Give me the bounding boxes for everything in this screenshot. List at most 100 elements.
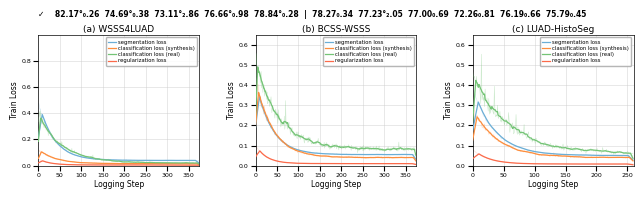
segmentation loss [74,155,82,157]
classification loss (synthesis) [252,125,259,127]
regularization loss [406,162,414,165]
regularization loss [622,163,630,165]
Title: (c) LUAD-HistoSeg: (c) LUAD-HistoSeg [512,25,595,34]
segmentation loss [537,151,545,154]
regularization loss [629,164,637,166]
segmentation loss [255,95,263,98]
regularization loss [469,158,477,160]
Line: segmentation loss: segmentation loss [473,102,633,160]
segmentation loss [86,157,94,160]
classification loss (synthesis) [74,161,82,164]
classification loss (synthesis) [489,134,497,137]
regularization loss [537,163,545,165]
classification loss (synthesis) [115,162,123,165]
classification loss (synthesis) [629,160,637,162]
classification loss (synthesis) [622,156,630,159]
Line: regularization loss: regularization loss [473,154,633,165]
regularization loss [35,162,42,164]
regularization loss [307,162,315,165]
Line: classification loss (real): classification loss (real) [473,80,633,158]
segmentation loss [348,153,356,156]
classification loss (real) [489,107,497,109]
Text: ✓    82.17°₀.26  74.69°₀.38  73.11°₂.86  76.66°₀.98  78.84°₀.28  |  78.27₀.34  7: ✓ 82.17°₀.26 74.69°₀.38 73.11°₂.86 76.66… [38,10,587,19]
classification loss (synthesis) [90,162,97,164]
classification loss (real) [35,140,42,143]
classification loss (synthesis) [473,116,481,118]
classification loss (synthesis) [131,162,139,165]
Legend: segmentation loss, classification loss (synthesis), classification loss (real), : segmentation loss, classification loss (… [323,37,414,66]
classification loss (synthesis) [35,157,42,160]
Line: regularization loss: regularization loss [38,161,199,165]
classification loss (synthesis) [195,163,203,166]
segmentation loss [469,129,477,132]
Y-axis label: Train Loss: Train Loss [444,81,453,119]
X-axis label: Logging Step: Logging Step [528,180,579,189]
classification loss (real) [406,148,414,150]
classification loss (synthesis) [406,156,414,159]
regularization loss [115,164,123,166]
segmentation loss [90,158,97,160]
regularization loss [86,164,94,166]
regularization loss [292,162,300,164]
X-axis label: Logging Step: Logging Step [311,180,361,189]
classification loss (synthesis) [189,162,196,165]
segmentation loss [303,151,311,153]
classification loss (synthesis) [86,162,94,164]
regularization loss [252,156,259,158]
classification loss (real) [303,138,311,141]
segmentation loss [536,151,544,154]
regularization loss [599,163,607,165]
segmentation loss [474,101,482,103]
classification loss (real) [332,145,340,147]
Line: regularization loss: regularization loss [255,151,416,165]
classification loss (synthesis) [332,156,340,158]
Title: (a) WSSS4LUAD: (a) WSSS4LUAD [83,25,154,34]
classification loss (real) [90,157,97,159]
segmentation loss [629,159,637,161]
segmentation loss [195,162,203,164]
segmentation loss [622,154,630,157]
classification loss (real) [492,110,500,113]
regularization loss [348,162,356,165]
segmentation loss [35,136,42,139]
classification loss (real) [629,157,637,160]
Line: classification loss (synthesis): classification loss (synthesis) [38,152,199,164]
segmentation loss [406,153,414,156]
classification loss (real) [307,140,315,142]
regularization loss [412,163,420,166]
regularization loss [131,164,139,166]
segmentation loss [599,154,607,157]
Legend: segmentation loss, classification loss (synthesis), classification loss (real), : segmentation loss, classification loss (… [106,37,196,66]
regularization loss [303,162,311,165]
classification loss (synthesis) [537,154,545,156]
segmentation loss [332,153,340,155]
segmentation loss [131,159,139,162]
Y-axis label: Train Loss: Train Loss [10,81,19,119]
segmentation loss [252,126,259,129]
regularization loss [256,150,264,152]
X-axis label: Logging Step: Logging Step [93,180,144,189]
classification loss (real) [536,142,544,144]
classification loss (synthesis) [536,154,544,156]
segmentation loss [412,158,420,161]
classification loss (real) [472,79,479,82]
classification loss (real) [37,117,45,119]
Line: classification loss (real): classification loss (real) [255,67,416,156]
Line: classification loss (real): classification loss (real) [38,118,199,164]
regularization loss [489,159,497,161]
Line: segmentation loss: segmentation loss [38,115,199,163]
classification loss (real) [131,161,139,163]
classification loss (real) [599,150,607,152]
classification loss (synthesis) [307,153,315,156]
regularization loss [189,164,196,166]
Title: (b) BCSS-WSSS: (b) BCSS-WSSS [302,25,370,34]
regularization loss [195,164,203,166]
classification loss (synthesis) [255,91,262,94]
classification loss (real) [292,134,300,136]
regularization loss [90,164,97,166]
segmentation loss [38,113,46,116]
regularization loss [475,153,483,155]
classification loss (real) [86,156,94,158]
classification loss (synthesis) [599,156,607,159]
classification loss (real) [252,113,259,116]
